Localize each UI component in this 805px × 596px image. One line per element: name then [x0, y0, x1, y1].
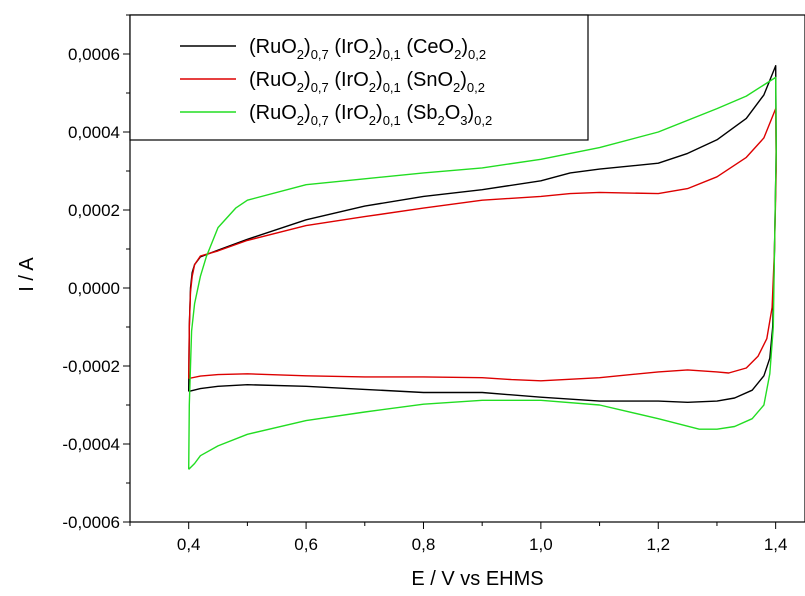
- x-tick-label: 1,2: [646, 535, 670, 554]
- x-tick-label: 1,4: [764, 535, 788, 554]
- legend-box: [129, 14, 589, 141]
- legend-label-3: (RuO2)0,7 (IrO2)0,1 (Sb2O3)0,2: [249, 102, 492, 128]
- y-tick-label: 0,0002: [68, 201, 120, 220]
- x-axis: 0,4 0,6 0,8 1,0 1,2 1,4: [129, 522, 788, 554]
- y-axis: -0,0006 -0,0004 -0,0002 0,0000 0,0002 0,0004 0…: [62, 14, 130, 532]
- series-curve-2: [188, 107, 777, 382]
- y-tick-label: 0,0004: [68, 123, 120, 142]
- series-curve-1: [188, 65, 777, 403]
- legend-label-2: (RuO2)0,7 (IrO2)0,1 (SnO2)0,2: [249, 69, 485, 95]
- legend: (RuO2)0,7 (IrO2)0,1 (CeO2)0,2 (RuO2)0,7 (…: [129, 14, 589, 141]
- y-tick-label: -0,0002: [62, 357, 120, 376]
- x-tick-label: 0,6: [294, 535, 318, 554]
- series-curve-3: [188, 76, 777, 470]
- x-tick-label: 0,4: [177, 535, 201, 554]
- legend-label-1: (RuO2)0,7 (IrO2)0,1 (CeO2)0,2: [249, 36, 486, 62]
- x-axis-title: E / V vs EHMS: [411, 568, 543, 590]
- x-tick-label: 1,0: [529, 535, 553, 554]
- y-tick-label: 0,0006: [68, 45, 120, 64]
- x-tick-label: 0,8: [412, 535, 436, 554]
- y-tick-label: -0,0006: [62, 513, 120, 532]
- y-axis-title: I / A: [16, 257, 38, 292]
- y-tick-label: 0,0000: [68, 279, 120, 298]
- y-tick-label: -0,0004: [62, 435, 120, 454]
- plot-curves: [188, 65, 777, 470]
